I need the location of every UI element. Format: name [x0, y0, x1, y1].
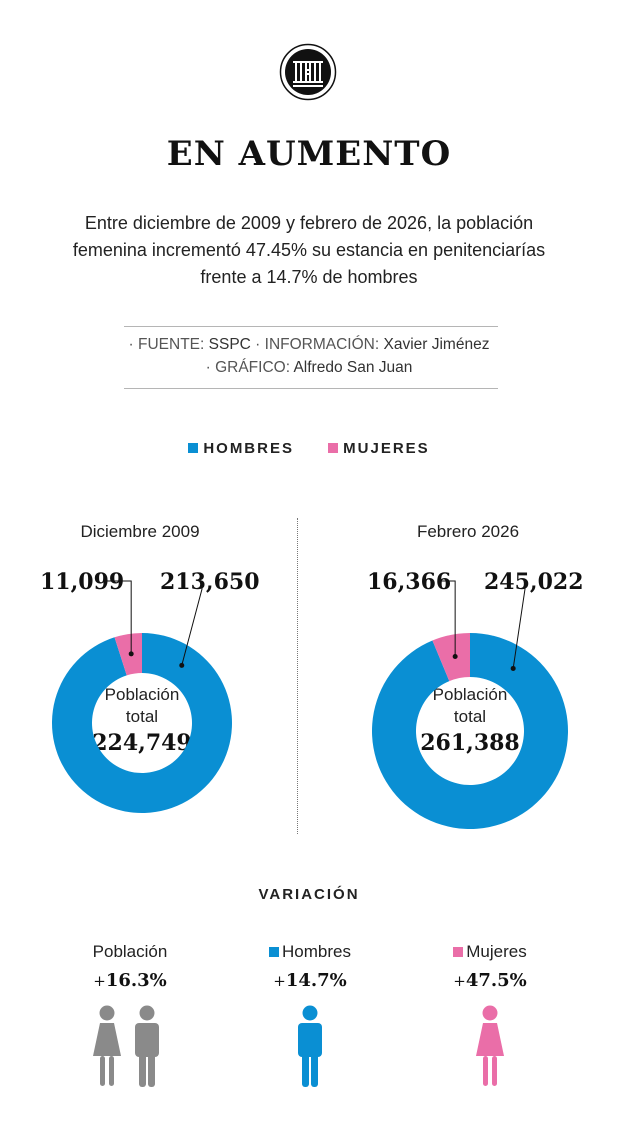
label-text: Hombres [282, 942, 351, 961]
period-label: Febrero 2026 [416, 522, 520, 541]
variation-mujeres: Mujeres +47.5% [410, 942, 570, 991]
variation-label: Mujeres [410, 942, 570, 962]
legend-item-mujeres: MUJERES [328, 440, 430, 457]
variation-value: +16.3% [50, 970, 210, 991]
donut-slice-mujeres [114, 633, 142, 676]
divider-line [124, 326, 498, 327]
swatch-mujeres [453, 947, 464, 957]
label-text: Mujeres [466, 942, 527, 961]
graphic-label: · GRÁFICO: [205, 359, 290, 376]
subtitle-line: frente a 14.7% de hombres [200, 267, 418, 287]
data-label-hombres: 213,650 [160, 569, 260, 595]
donut-slice-mujeres [432, 633, 470, 682]
plus-sign: + [273, 972, 286, 990]
legend-swatch-hombres [188, 443, 199, 453]
plus-sign: + [93, 972, 106, 990]
leader-line-hombres [512, 581, 526, 669]
data-label-hombres: 245,022 [484, 569, 584, 595]
variation-poblacion: Población +16.3% [50, 942, 210, 991]
donut-charts [51, 580, 569, 829]
leader-dot-mujeres [452, 653, 458, 659]
data-label-mujeres: 11,099 [40, 569, 125, 595]
variation-value: +14.7% [230, 970, 390, 991]
divider-line [124, 388, 498, 389]
variation-value: +47.5% [410, 970, 570, 991]
total-value: 261,388 [420, 730, 520, 756]
source-value: SSPC [208, 336, 251, 353]
info-label: · INFORMACIÓN: [255, 336, 380, 353]
percent: 47.5% [465, 970, 527, 991]
center-label-line: total [453, 707, 487, 726]
center-label-line: Población [432, 685, 508, 704]
leader-dot-hombres [510, 665, 516, 671]
legend-label: HOMBRES [203, 440, 294, 457]
source-label: · FUENTE: [128, 336, 205, 353]
donut-center: Población total 224,749 [72, 684, 212, 754]
center-label-line: total [125, 707, 159, 726]
leader-line-mujeres [438, 580, 456, 657]
legend-item-hombres: HOMBRES [188, 440, 294, 457]
subtitle-line: femenina incrementó 47.45% su estancia e… [72, 240, 546, 260]
man-icon [298, 1005, 322, 1087]
variation-title: VARIACIÓN [258, 886, 360, 903]
percent: 14.7% [285, 970, 347, 991]
leader-line-mujeres [105, 580, 132, 654]
info-value: Xavier Jiménez [383, 336, 490, 353]
legend: HOMBRES MUJERES [0, 440, 618, 457]
prison-bars-icon [279, 43, 337, 101]
center-label-line: Población [104, 685, 180, 704]
leader-dot-hombres [179, 662, 185, 668]
variation-hombres: Hombres +14.7% [230, 942, 390, 991]
graphic-value: Alfredo San Juan [293, 359, 413, 376]
page-title: EN AUMENTO [166, 134, 452, 174]
leader-line-hombres [181, 581, 203, 666]
swatch-hombres [269, 947, 280, 957]
variation-label: Población [92, 942, 168, 961]
total-value: 224,749 [92, 730, 192, 756]
period-label: Diciembre 2009 [80, 522, 200, 541]
variation-label: Hombres [230, 942, 390, 962]
leader-dot-mujeres [128, 651, 134, 657]
woman-man-icon [93, 1005, 159, 1087]
legend-label: MUJERES [343, 440, 430, 457]
percent: 16.3% [105, 970, 167, 991]
subtitle-line: Entre diciembre de 2009 y febrero de 202… [84, 213, 534, 233]
legend-swatch-mujeres [328, 443, 339, 453]
donut-slice-hombres [372, 633, 569, 829]
credits-line-2: · GRÁFICO: Alfredo San Juan [0, 359, 618, 377]
chart-divider [297, 518, 298, 834]
donut-center: Población total 261,388 [400, 684, 540, 754]
subtitle: Entre diciembre de 2009 y febrero de 202… [50, 210, 568, 291]
plus-sign: + [453, 972, 466, 990]
credits-line-1: · FUENTE: SSPC · INFORMACIÓN: Xavier Jim… [0, 336, 618, 354]
woman-icon [476, 1005, 504, 1086]
data-label-mujeres: 16,366 [367, 569, 452, 595]
donut-slice-hombres [51, 633, 232, 813]
